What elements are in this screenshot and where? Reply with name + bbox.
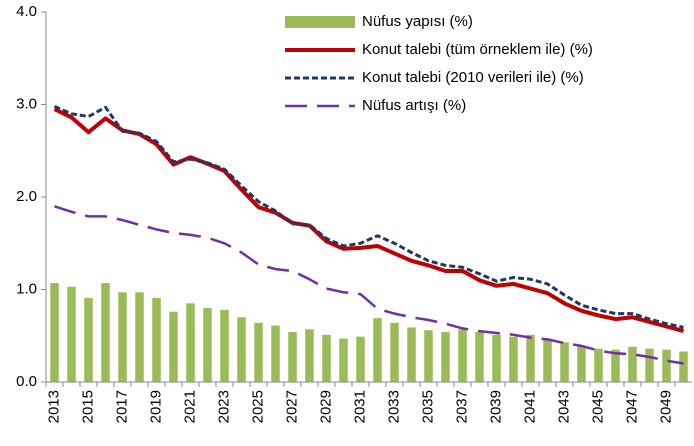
legend-label: Nüfus yapısı (%) — [362, 13, 473, 30]
x-tick-label: 2039 — [487, 390, 504, 423]
x-tick-label: 2013 — [45, 390, 62, 423]
bar — [118, 292, 127, 382]
bar — [390, 322, 399, 382]
x-tick-label: 2023 — [215, 390, 232, 423]
x-tick-label: 2027 — [283, 390, 300, 423]
x-tick-label: 2021 — [181, 390, 198, 423]
bar — [611, 349, 620, 382]
bar — [492, 334, 501, 382]
line — [53, 107, 685, 334]
bar — [271, 325, 280, 382]
x-tick-label: 2031 — [351, 390, 368, 423]
bar — [135, 292, 144, 382]
x-tick-label: 2043 — [555, 390, 572, 423]
bar — [203, 308, 212, 382]
legend-label: Konut talebi (tüm örneklem ile) (%) — [362, 41, 593, 58]
bar — [679, 351, 688, 382]
bar — [543, 338, 552, 382]
legend-label: Nüfus artışı (%) — [362, 97, 466, 114]
bar — [50, 283, 59, 382]
x-tick-label: 2019 — [147, 390, 164, 423]
legend-swatch — [285, 16, 355, 28]
x-tick-label: 2047 — [623, 390, 640, 423]
x-tick-label: 2017 — [113, 390, 130, 423]
bar — [594, 348, 603, 382]
x-tick-label: 2049 — [657, 390, 674, 423]
bar — [254, 322, 263, 382]
bar — [645, 348, 654, 382]
bar — [526, 334, 535, 382]
y-tick-label: 3.0 — [16, 95, 37, 112]
bar — [662, 349, 671, 382]
line — [54, 205, 684, 365]
bar — [424, 330, 433, 382]
legend-label: Konut talebi (2010 verileri ile) (%) — [362, 69, 584, 86]
x-tick-label: 2033 — [385, 390, 402, 423]
x-tick-label: 2025 — [249, 390, 266, 423]
bar — [237, 317, 246, 382]
bar — [322, 334, 331, 382]
bar — [67, 286, 76, 382]
x-tick-label: 2015 — [79, 390, 96, 423]
bar — [441, 332, 450, 382]
bar — [407, 327, 416, 382]
bar — [373, 318, 382, 382]
y-tick-label: 2.0 — [16, 188, 37, 205]
bar — [186, 303, 195, 382]
y-tick-label: 0.0 — [16, 373, 37, 390]
bar — [169, 311, 178, 382]
bar — [560, 342, 569, 382]
y-tick-label: 1.0 — [16, 280, 37, 297]
bar — [475, 332, 484, 382]
bar — [305, 329, 314, 382]
bar — [458, 329, 467, 382]
bar — [509, 336, 518, 382]
x-tick-label: 2035 — [419, 390, 436, 423]
bar — [288, 332, 297, 382]
x-tick-label: 2041 — [521, 390, 538, 423]
bar — [101, 283, 110, 382]
bar — [84, 297, 93, 382]
bar — [152, 297, 161, 382]
x-tick-label: 2037 — [453, 390, 470, 423]
bar — [220, 309, 229, 382]
x-tick-label: 2045 — [589, 390, 606, 423]
bar — [356, 336, 365, 382]
y-tick-label: 4.0 — [16, 3, 37, 20]
bar — [628, 346, 637, 382]
bar — [339, 338, 348, 382]
line — [53, 105, 684, 329]
x-tick-label: 2029 — [317, 390, 334, 423]
bar — [577, 345, 586, 382]
